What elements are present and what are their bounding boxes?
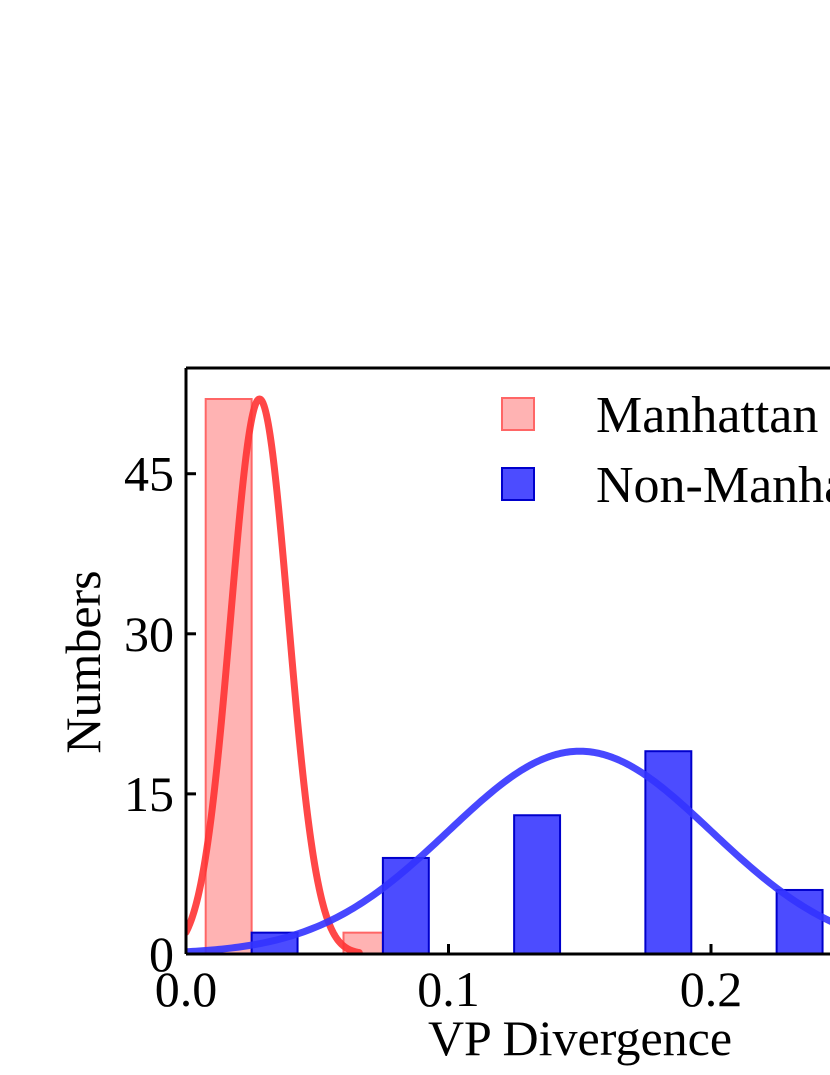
legend-swatch-non-manhattan [501, 467, 535, 501]
y-tick-label: 45 [124, 446, 174, 502]
y-tick-label: 15 [124, 766, 174, 822]
legend-swatch-manhattan [501, 397, 535, 431]
non-manhattan-bars [250, 750, 824, 954]
x-axis-title: VP Divergence [428, 1010, 732, 1066]
x-tick-label: 0.0 [155, 961, 218, 1017]
non-manhattan-bar-4 [775, 888, 824, 954]
fit-curves [186, 395, 830, 954]
axes [184, 366, 830, 956]
manhattan-fit-curve [186, 395, 363, 954]
y-tick-label: 30 [124, 606, 174, 662]
x-tick-label: 0.2 [680, 961, 743, 1017]
y-tick-label: 0 [149, 926, 174, 982]
legend: Manhattan Non-Manhattan [501, 387, 830, 514]
non-manhattan-bar-2 [513, 814, 562, 954]
y-axis-title: Numbers [55, 570, 111, 753]
non-manhattan-fit-curve [186, 747, 830, 954]
x-tick-label: 0.1 [417, 961, 480, 1017]
non-manhattan-bar-3 [644, 750, 693, 954]
ticks: 0.0 0.1 0.2 0 15 30 45 [124, 446, 742, 1017]
legend-label-manhattan: Manhattan [596, 387, 818, 444]
non-manhattan-bar-1 [381, 856, 430, 954]
legend-label-non-manhattan: Non-Manhattan [596, 457, 830, 514]
